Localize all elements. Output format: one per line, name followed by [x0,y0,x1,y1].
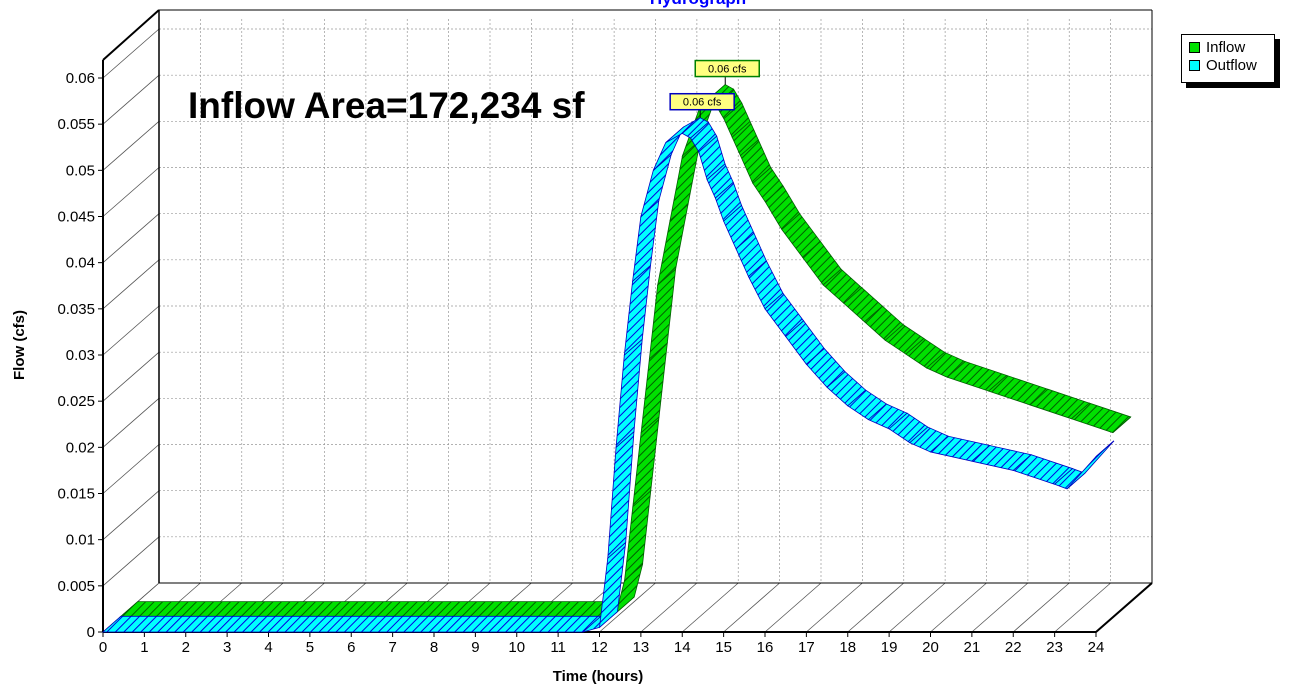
x-tick-label: 9 [471,639,479,656]
x-tick-label: 20 [922,639,939,656]
x-tick-label: 21 [964,639,981,656]
inflow-swatch [1189,41,1200,53]
inflow-area-annotation: Inflow Area=172,234 sf [188,85,585,126]
series-inflow-segment [648,268,677,360]
x-tick-label: 12 [591,639,608,656]
x-tick-label: 0 [99,639,107,656]
peak-label-inflow: 0.06 cfs [694,59,760,85]
floor-line [1012,582,1070,633]
y-tick-label: 0.01 [66,532,95,549]
y-tick-label: 0.045 [57,209,95,226]
side-wall-line [102,74,160,125]
x-tick-label: 19 [881,639,898,656]
y-tick-label: 0.02 [66,439,95,456]
floor-line [888,582,946,633]
legend-item-inflow: Inflow [1189,38,1245,56]
peak-label-box [694,59,760,78]
x-tick-label: 2 [182,639,190,656]
x-axis-label: Time (hours) [553,668,644,685]
series-inflow-endcap [1112,416,1132,434]
y-tick-label: 0.025 [57,393,95,410]
x-tick-label: 4 [264,639,272,656]
x-tick-label: 8 [430,639,438,656]
x-tick-label: 14 [674,639,691,656]
series-inflow-segment [640,342,668,434]
side-wall-line [102,305,160,356]
y-tick-label: 0.04 [66,255,95,272]
y-axis-label: Flow (cfs) [11,310,28,380]
top-left-edge [102,9,160,61]
outflow-swatch [1189,59,1200,71]
y-tick-label: 0.05 [66,162,95,179]
side-wall-line [102,536,160,587]
x-tick-label: 24 [1088,639,1105,656]
floor-line [599,582,656,633]
x-tick-label: 17 [798,639,815,656]
floor-line [723,582,780,633]
x-tick-label: 15 [715,639,732,656]
x-tick-label: 13 [633,639,650,656]
legend-item-outflow: Outflow [1189,56,1257,74]
side-wall-line [102,351,160,402]
peak-label-outflow: 0.06 cfs [669,92,735,118]
floor-line [847,582,905,633]
peak-label-text: 0.06 cfs [708,64,747,76]
x-tick-label: 18 [839,639,856,656]
side-wall-line [102,213,160,263]
x-tick-label: 7 [388,639,396,656]
series-outflow-segment [623,264,652,356]
x-tick-label: 3 [223,639,231,656]
x-tick-label: 22 [1005,639,1022,656]
floor-line [806,582,863,633]
series-inflow-segment [632,415,660,508]
peak-label-text: 0.06 cfs [683,97,722,109]
floor-line [971,582,1029,633]
side-wall-line [102,121,160,171]
y-tick-label: 0.005 [57,578,95,595]
y-tick-label: 0.06 [66,70,95,87]
floor-line [681,582,739,633]
x-tick-label: 23 [1046,639,1063,656]
floor-line [764,582,822,633]
series-outflow-segment [1066,440,1115,490]
x-tick-label: 11 [550,639,566,656]
legend-label-outflow: Outflow [1206,56,1257,74]
x-tick-label: 1 [140,639,148,656]
side-wall-line [102,259,160,310]
x-tick-label: 6 [347,639,355,656]
x-tick-label: 10 [508,639,525,656]
floor-line [930,582,987,633]
series-outflow-segment [615,338,643,449]
chart-title: Hydrograph [650,0,746,8]
x-tick-label: 16 [757,639,774,656]
y-tick-label: 0.015 [57,486,95,503]
series-outflow-segment [632,199,660,283]
side-wall-line [102,28,160,79]
y-tick-label: 0.055 [57,116,95,133]
series-outflow-segment [101,615,602,633]
side-wall-line [102,398,160,448]
y-tick-label: 0 [87,624,95,641]
bottom-right-edge [1095,582,1153,633]
series-outflow-segment [598,541,627,629]
series-outflow-endcap [1095,440,1115,457]
series-inflow-segment [118,601,619,618]
side-wall-line [102,444,160,494]
series-layer [101,84,1132,633]
text-layer: 0 1 2 3 4 5 6 7 8 9 10 11 12 13 14 15 16 17 18 19 20 21 22 23 24… [11,0,1104,685]
side-wall-line [102,167,160,217]
legend-label-inflow: Inflow [1206,38,1246,56]
y-tick-label: 0.035 [57,301,95,318]
peak-label-box [669,92,735,111]
legend: Inflow Outflow [1181,34,1279,88]
floor-line [640,582,698,633]
x-tick-label: 5 [306,639,314,656]
floor-line [1054,582,1111,633]
side-wall-line [102,490,160,540]
y-tick-label: 0.03 [66,347,95,364]
